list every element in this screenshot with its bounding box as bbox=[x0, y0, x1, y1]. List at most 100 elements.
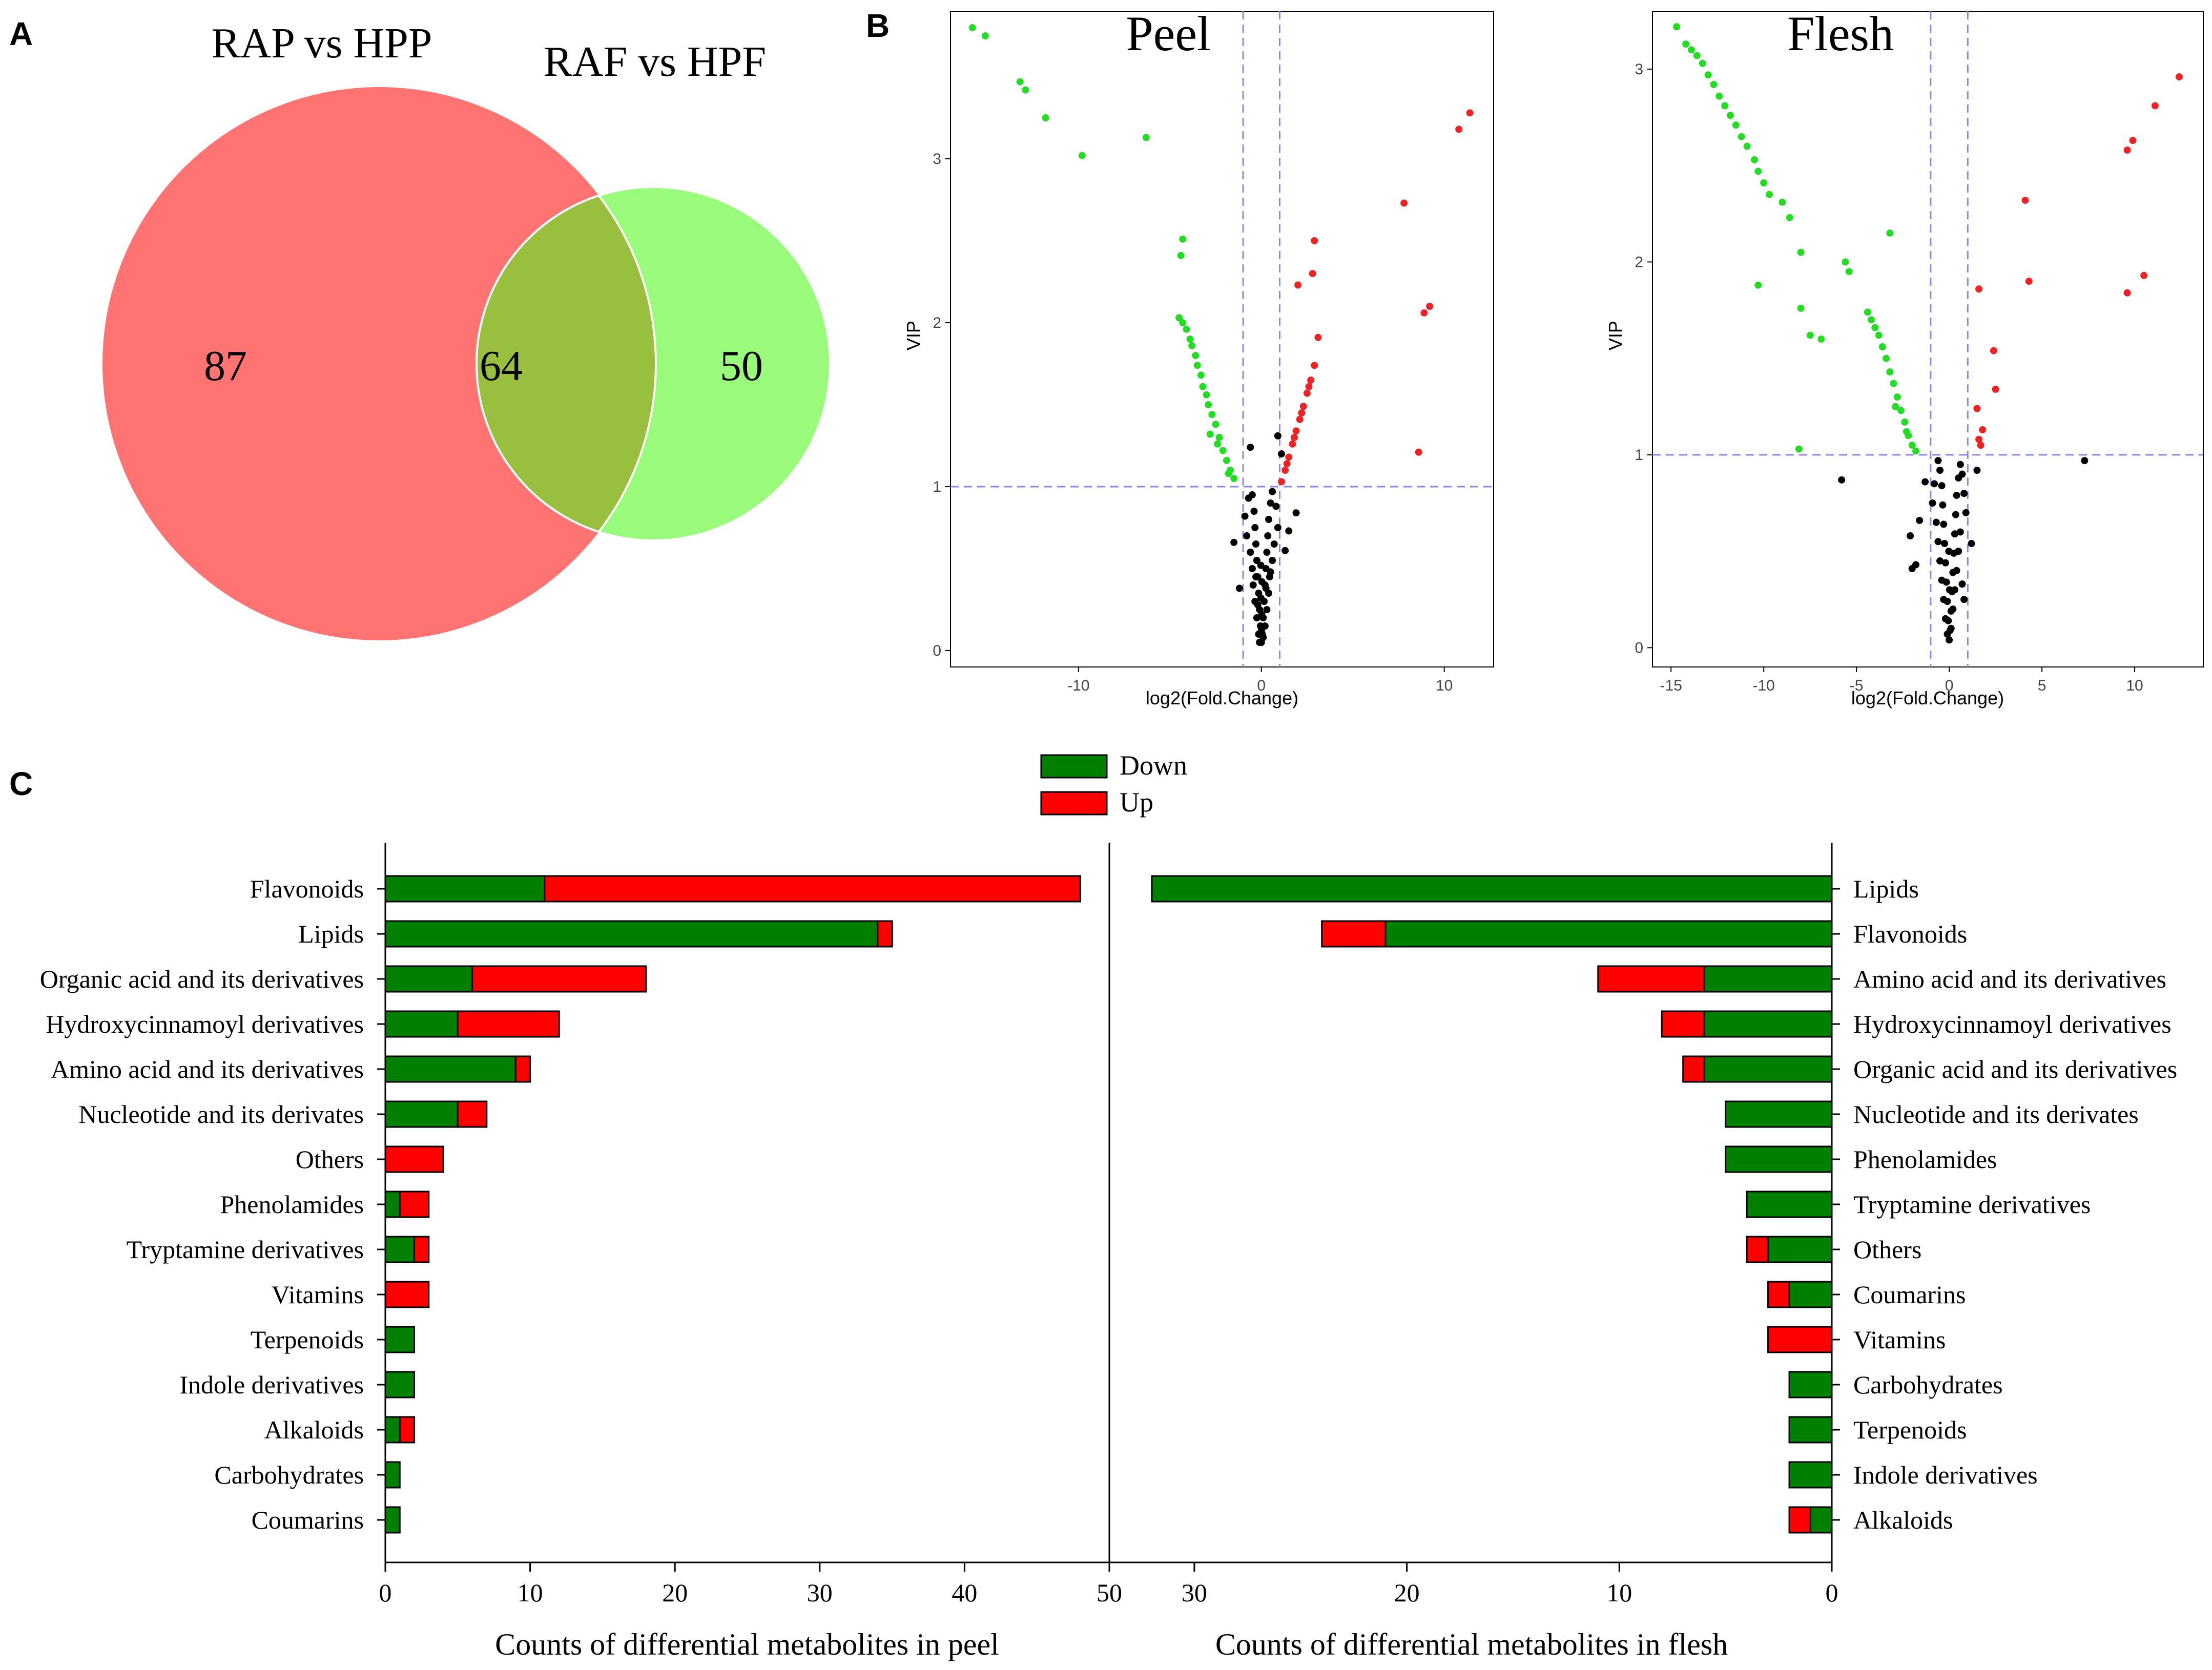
bar-segment-down bbox=[384, 1371, 416, 1398]
point-not-significant bbox=[1949, 606, 1957, 613]
bar-segment-up bbox=[1767, 1326, 1833, 1353]
point-up bbox=[1283, 460, 1291, 468]
point-not-significant bbox=[1956, 461, 1964, 468]
category-label: Terpenoids bbox=[251, 1325, 364, 1354]
plot-frame bbox=[1652, 11, 2204, 667]
category-label: Flavonoids bbox=[250, 874, 364, 903]
point-not-significant bbox=[1248, 565, 1256, 572]
y-tick-label: 3 bbox=[933, 151, 941, 168]
point-not-significant bbox=[1951, 586, 1958, 594]
plot-frame bbox=[950, 11, 1494, 667]
x-tick-label: 10 bbox=[1436, 677, 1453, 694]
point-not-significant bbox=[1253, 557, 1260, 564]
point-down bbox=[1864, 308, 1871, 316]
point-down bbox=[1738, 133, 1745, 140]
category-label: Vitamins bbox=[272, 1280, 364, 1309]
point-not-significant bbox=[1940, 596, 1948, 603]
point-not-significant bbox=[1254, 601, 1262, 609]
point-down bbox=[1212, 421, 1219, 428]
point-up bbox=[1305, 383, 1313, 390]
point-not-significant bbox=[1953, 491, 1960, 499]
point-down bbox=[968, 24, 976, 31]
volcano-plot-flesh: Flesh log2(Fold.Change) VIP -15 -10 -5 0 5 10… bbox=[1605, 6, 2204, 708]
point-not-significant bbox=[1235, 584, 1243, 592]
point-down bbox=[1219, 447, 1227, 454]
y-tick-label: 0 bbox=[933, 642, 941, 659]
bar-segment-down bbox=[1788, 1416, 1833, 1444]
point-down bbox=[1806, 331, 1814, 339]
point-down bbox=[1206, 430, 1214, 438]
point-not-significant bbox=[1973, 467, 1981, 474]
y-tick-label: 2 bbox=[933, 315, 941, 331]
bar-segment-up bbox=[414, 1236, 430, 1263]
point-not-significant bbox=[1252, 573, 1260, 580]
point-down bbox=[1868, 316, 1875, 324]
venn-left-title: RAP vs HPP bbox=[211, 19, 432, 67]
category-label: Indole derivatives bbox=[1853, 1460, 2038, 1489]
point-not-significant bbox=[1249, 581, 1257, 589]
point-not-significant bbox=[1264, 532, 1272, 539]
legend: Down Up bbox=[1040, 750, 1187, 818]
point-up bbox=[1400, 199, 1408, 207]
point-down bbox=[1197, 371, 1205, 379]
x-tick-label: -10 bbox=[1752, 677, 1774, 694]
point-not-significant bbox=[1938, 576, 1946, 584]
bar-segment-up bbox=[1682, 1055, 1705, 1083]
point-down bbox=[1795, 445, 1803, 453]
bar-segment-up bbox=[1788, 1506, 1812, 1534]
point-not-significant bbox=[1247, 549, 1254, 556]
point-not-significant bbox=[1952, 511, 1959, 518]
volcano-peel-xlabel: log2(Fold.Change) bbox=[1146, 687, 1298, 708]
legend-swatch-down bbox=[1040, 754, 1108, 779]
point-up bbox=[1975, 435, 1983, 443]
point-down bbox=[1878, 343, 1886, 351]
bar-segment-down bbox=[384, 1326, 416, 1353]
point-down bbox=[1890, 380, 1897, 387]
legend-swatch-up bbox=[1040, 791, 1108, 816]
y-tick-label: 0 bbox=[1635, 639, 1643, 656]
point-down bbox=[1842, 258, 1849, 266]
x-tick-label: 20 bbox=[1394, 1578, 1420, 1607]
category-label: Tryptamine derivatives bbox=[127, 1235, 364, 1264]
bar-flesh-xlabel: Counts of differential metabolites in fl… bbox=[1215, 1627, 1728, 1661]
point-not-significant bbox=[1247, 444, 1254, 451]
bar-segment-down bbox=[384, 965, 473, 993]
point-not-significant bbox=[1934, 538, 1942, 546]
category-label: Organic acid and its derivatives bbox=[40, 965, 364, 993]
bar-segment-up bbox=[514, 1055, 531, 1083]
volcano-plot-peel: Peel log2(Fold.Change) VIP -10 0 10 0 1 2 3 bbox=[903, 6, 1494, 708]
point-not-significant bbox=[1272, 503, 1280, 510]
point-not-significant bbox=[1968, 540, 1975, 548]
category-label: Others bbox=[1853, 1235, 1921, 1264]
venn-overlap-region bbox=[476, 194, 657, 533]
bar-segment-down bbox=[1703, 965, 1833, 993]
point-up bbox=[1311, 362, 1318, 369]
bar-segment-down bbox=[1703, 1055, 1833, 1083]
point-not-significant bbox=[1245, 494, 1252, 502]
bar-segment-up bbox=[1321, 920, 1387, 948]
bar-segment-up bbox=[384, 1145, 444, 1173]
point-up bbox=[1281, 467, 1289, 474]
point-down bbox=[1682, 40, 1690, 48]
venn-overlap-count: 64 bbox=[480, 342, 523, 390]
point-up bbox=[1294, 281, 1302, 289]
x-tick-label: 0 bbox=[1945, 677, 1954, 694]
point-not-significant bbox=[1256, 639, 1264, 646]
x-tick-label: -15 bbox=[1660, 677, 1682, 694]
bar-segment-down bbox=[1788, 1461, 1833, 1489]
point-up bbox=[2140, 272, 2148, 279]
bar-segment-down bbox=[384, 1191, 401, 1218]
point-down bbox=[1886, 229, 1894, 237]
point-not-significant bbox=[1931, 480, 1938, 488]
point-up bbox=[1314, 333, 1322, 341]
volcano-flesh-title: Flesh bbox=[1787, 6, 1894, 61]
point-up bbox=[1309, 270, 1316, 277]
point-not-significant bbox=[1292, 509, 1300, 517]
point-not-significant bbox=[1936, 557, 1944, 565]
point-up bbox=[2123, 147, 2131, 154]
point-up bbox=[1455, 126, 1463, 133]
y-tick-label: 2 bbox=[1635, 254, 1643, 270]
point-down bbox=[1205, 401, 1212, 408]
legend-label-up: Up bbox=[1120, 787, 1153, 818]
point-down bbox=[1710, 81, 1718, 89]
